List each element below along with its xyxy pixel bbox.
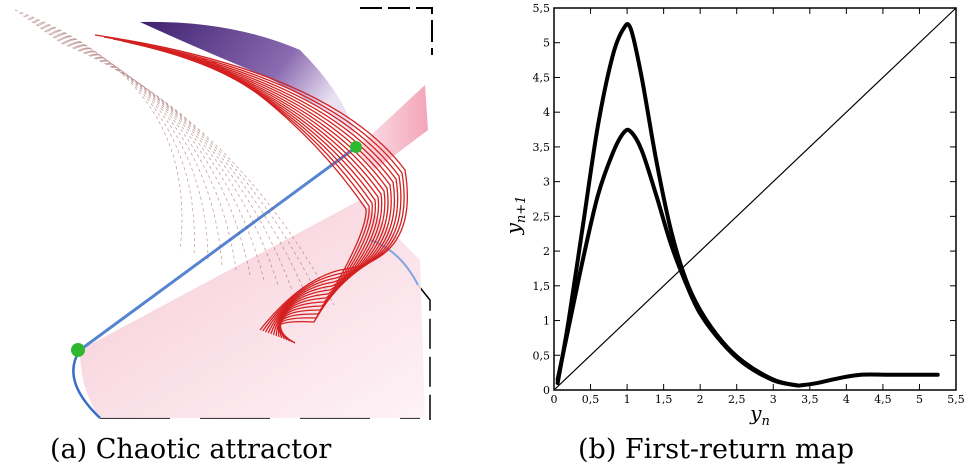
- caption-first-return-map: (b) First-return map: [578, 434, 855, 465]
- attractor-loop: [166, 50, 383, 339]
- faint-trajectory: [35, 24, 251, 276]
- y-axis-label: yn+1: [501, 196, 529, 236]
- map-series: [553, 7, 957, 391]
- y-tick-label: 2: [543, 245, 550, 258]
- attractor-loop: [139, 44, 392, 336]
- faint-trajectory: [27, 18, 223, 266]
- y-tick-label: 4,5: [533, 71, 551, 84]
- fixed-point-lower: [71, 343, 85, 357]
- attractor-loop: [148, 46, 389, 337]
- x-tick-label: 2,5: [728, 393, 746, 406]
- y-tick-label: 4: [543, 106, 550, 119]
- attractor-loop: [175, 52, 380, 340]
- attractor-loop: [157, 48, 386, 338]
- x-tick-label: 4: [843, 393, 850, 406]
- y-tick-label: 5,5: [533, 2, 551, 15]
- map-branch-1: [555, 22, 940, 388]
- y-tick-label: 0: [543, 384, 550, 397]
- attractor-loop: [94, 34, 409, 331]
- faint-trajectory: [61, 42, 335, 306]
- x-axis-label: yn: [749, 401, 770, 429]
- chaotic-attractor-figure: [14, 7, 433, 420]
- faint-trajectory: [48, 33, 293, 291]
- x-tick-label: 1: [624, 393, 631, 406]
- faint-trajectory: [44, 30, 279, 286]
- x-tick-label: 4,5: [874, 393, 892, 406]
- caption-chaotic-attractor: (a) Chaotic attractor: [50, 434, 332, 465]
- attractor-loop: [193, 56, 373, 342]
- x-tick-label: 1,5: [655, 393, 673, 406]
- attractor-loop: [202, 58, 370, 343]
- attractor-loop: [112, 38, 402, 333]
- faint-trajectory: [31, 21, 237, 271]
- faint-trajectory: [40, 27, 265, 281]
- x-tick-label: 3,5: [801, 393, 819, 406]
- faint-trajectory: [19, 12, 195, 256]
- attractor-loop: [184, 54, 377, 341]
- y-tick-label: 2,5: [533, 210, 551, 223]
- faint-trajectory: [52, 36, 307, 296]
- identity-diagonal: [553, 7, 957, 391]
- x-tick-label: 5,5: [947, 393, 965, 406]
- faint-trajectory: [56, 39, 321, 301]
- attractor-loop: [130, 42, 396, 335]
- plot-axes: [553, 7, 957, 391]
- attractor-loop: [211, 60, 367, 344]
- x-tick-label: 0,5: [582, 393, 600, 406]
- fixed-point-upper: [350, 141, 362, 153]
- faint-trajectories: [14, 9, 335, 306]
- frame-right-edge: [360, 7, 433, 55]
- y-tick-label: 3,5: [533, 141, 551, 154]
- first-return-map-chart: 0 0,5 1 1,5 2 2,5 3 3,5 4 4,5 5 5,5 0 0,5 1 1,5 2 2,5 3 3,5…: [501, 2, 965, 429]
- y-tick-label: 1,5: [533, 280, 551, 293]
- x-tick-label: 2: [697, 393, 704, 406]
- y-tick-label: 5: [543, 37, 550, 50]
- y-tick-label: 0,5: [533, 349, 551, 362]
- attractor-loop: [121, 40, 399, 334]
- tick-labels: 0 0,5 1 1,5 2 2,5 3 3,5 4 4,5 5 5,5 0 0,5 1 1,5 2 2,5 3 3,5…: [533, 2, 965, 406]
- purple-manifold: [140, 21, 355, 135]
- x-tick-label: 0: [551, 393, 558, 406]
- x-tick-label: 5: [916, 393, 923, 406]
- x-tick-label: 3: [770, 393, 777, 406]
- pink-region: [80, 200, 425, 418]
- blue-manifold: [79, 146, 356, 352]
- y-tick-label: 1: [543, 315, 550, 328]
- frame-right-lower: [417, 284, 431, 420]
- y-tick-label: 3: [543, 176, 550, 189]
- attractor-trajectory: [94, 34, 409, 344]
- faint-trajectory: [14, 9, 183, 251]
- faint-trajectory: [23, 15, 209, 261]
- attractor-loop: [103, 36, 405, 332]
- plot-frame: [553, 7, 957, 391]
- map-branch-2: [555, 127, 798, 388]
- pink-wing: [355, 85, 428, 170]
